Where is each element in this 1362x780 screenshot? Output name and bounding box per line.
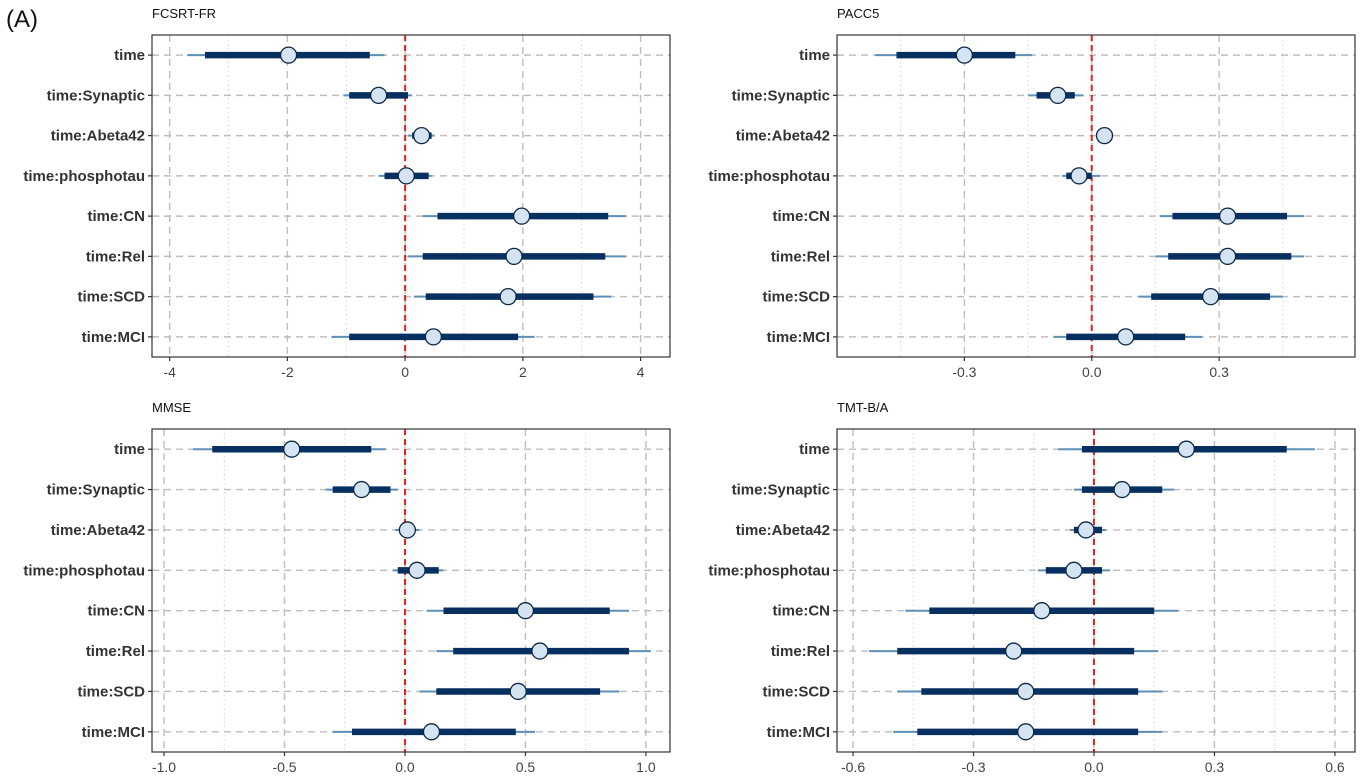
estimate-point bbox=[279, 46, 298, 64]
estimate-point bbox=[1077, 521, 1095, 539]
y-tick-label: time:Abeta42 bbox=[51, 128, 145, 145]
y-tick-label: time:SCD bbox=[762, 683, 830, 700]
estimate-point bbox=[424, 328, 443, 346]
estimate-point bbox=[1017, 723, 1035, 741]
x-tick-label: 1.0 bbox=[636, 759, 656, 775]
estimate-point bbox=[397, 167, 415, 185]
x-tick-label: 0.6 bbox=[1325, 759, 1345, 775]
y-tick-label: time:Synaptic bbox=[732, 482, 830, 499]
x-tick-label: 2 bbox=[519, 364, 527, 380]
y-tick-label: time:SCD bbox=[77, 683, 145, 700]
x-tick-label: -0.5 bbox=[272, 759, 296, 775]
estimate-point bbox=[352, 480, 371, 499]
y-tick-label: time:Rel bbox=[86, 643, 145, 660]
estimate-point bbox=[505, 247, 523, 266]
x-tick-label: 4 bbox=[637, 364, 645, 380]
x-tick-label: 0.0 bbox=[1084, 759, 1104, 775]
chart-panel: PACC5 time time:Synaptic time:Abeta42 time:p… bbox=[708, 6, 1356, 380]
y-tick-label: time:CN bbox=[87, 603, 145, 620]
y-tick-label: time:phosphotau bbox=[23, 562, 145, 579]
estimate-point bbox=[1005, 642, 1023, 660]
estimate-point bbox=[1095, 126, 1114, 145]
x-tick-label: 0.3 bbox=[1209, 364, 1229, 380]
y-tick-label: time bbox=[799, 441, 830, 458]
estimate-point bbox=[1070, 167, 1088, 185]
panel-title: FCSRT-FR bbox=[152, 6, 216, 21]
estimate-point bbox=[1218, 207, 1237, 225]
y-tick-label: time:MCI bbox=[767, 329, 830, 346]
y-tick-label: time:CN bbox=[87, 208, 145, 225]
estimate-point bbox=[509, 682, 527, 701]
y-tick-label: time:phosphotau bbox=[708, 562, 830, 579]
estimate-point bbox=[513, 207, 531, 225]
panel-title: PACC5 bbox=[837, 6, 879, 21]
estimate-point bbox=[398, 521, 417, 539]
y-tick-label: time bbox=[799, 47, 830, 64]
y-tick-label: time:Synaptic bbox=[732, 87, 830, 104]
estimate-point bbox=[1113, 480, 1131, 499]
x-tick-label: -4 bbox=[163, 364, 176, 380]
estimate-point bbox=[531, 642, 549, 660]
y-tick-label: time:Synaptic bbox=[47, 482, 145, 499]
estimate-point bbox=[1033, 602, 1051, 620]
y-tick-label: time:phosphotau bbox=[708, 168, 830, 185]
y-tick-label: time:Rel bbox=[771, 248, 830, 265]
y-tick-label: time:CN bbox=[772, 603, 830, 620]
chart-panel: TMT-B/A time time:Synaptic time:Abeta42 time… bbox=[708, 400, 1356, 775]
estimate-point bbox=[1177, 440, 1195, 458]
estimate-point bbox=[1218, 247, 1237, 266]
panel-border bbox=[836, 428, 1356, 753]
estimate-point bbox=[1201, 287, 1220, 306]
estimate-point bbox=[283, 440, 301, 458]
estimate-point bbox=[1065, 561, 1083, 579]
y-tick-label: time bbox=[114, 47, 145, 64]
y-tick-label: time:MCI bbox=[767, 724, 830, 741]
estimate-point bbox=[369, 86, 388, 105]
x-tick-label: 0.0 bbox=[395, 759, 415, 775]
x-tick-label: 0 bbox=[401, 364, 409, 380]
y-tick-label: time:Abeta42 bbox=[736, 128, 830, 145]
chart-panel: MMSE time time:Synaptic time:Abeta42 time:ph… bbox=[23, 400, 671, 775]
estimate-point bbox=[412, 126, 431, 145]
estimate-point bbox=[499, 287, 517, 306]
x-tick-label: 0.5 bbox=[516, 759, 536, 775]
estimate-point bbox=[1017, 682, 1035, 701]
x-tick-label: -0.3 bbox=[961, 759, 985, 775]
y-tick-label: time:Abeta42 bbox=[736, 522, 830, 539]
x-tick-label: -0.6 bbox=[841, 759, 865, 775]
estimate-point bbox=[422, 723, 441, 741]
x-tick-label: -0.3 bbox=[952, 364, 976, 380]
chart-panel: FCSRT-FR time time:Synaptic time:Abeta42 tim… bbox=[23, 6, 671, 380]
x-tick-label: -2 bbox=[281, 364, 294, 380]
y-tick-label: time:Rel bbox=[771, 643, 830, 660]
y-tick-label: time:Synaptic bbox=[47, 87, 145, 104]
panel-border bbox=[836, 34, 1356, 358]
estimate-point bbox=[408, 561, 426, 579]
y-tick-label: time:phosphotau bbox=[23, 168, 145, 185]
x-tick-label: 0.0 bbox=[1082, 364, 1102, 380]
y-tick-label: time:MCI bbox=[82, 724, 145, 741]
panel-border bbox=[151, 34, 671, 358]
panel-title: TMT-B/A bbox=[837, 400, 889, 415]
y-tick-label: time bbox=[114, 441, 145, 458]
panel-border bbox=[151, 428, 671, 753]
estimate-point bbox=[516, 602, 535, 620]
x-tick-label: -1.0 bbox=[152, 759, 176, 775]
estimate-point bbox=[1049, 86, 1067, 105]
y-tick-label: time:SCD bbox=[77, 289, 145, 306]
y-tick-label: time:MCI bbox=[82, 329, 145, 346]
estimate-point bbox=[1117, 328, 1135, 346]
y-tick-label: time:SCD bbox=[762, 289, 830, 306]
y-tick-label: time:CN bbox=[772, 208, 830, 225]
estimate-point bbox=[955, 46, 974, 64]
y-tick-label: time:Rel bbox=[86, 248, 145, 265]
y-tick-label: time:Abeta42 bbox=[51, 522, 145, 539]
figure-label: (A) bbox=[6, 6, 38, 33]
panel-title: MMSE bbox=[152, 400, 191, 415]
x-tick-label: 0.3 bbox=[1205, 759, 1225, 775]
